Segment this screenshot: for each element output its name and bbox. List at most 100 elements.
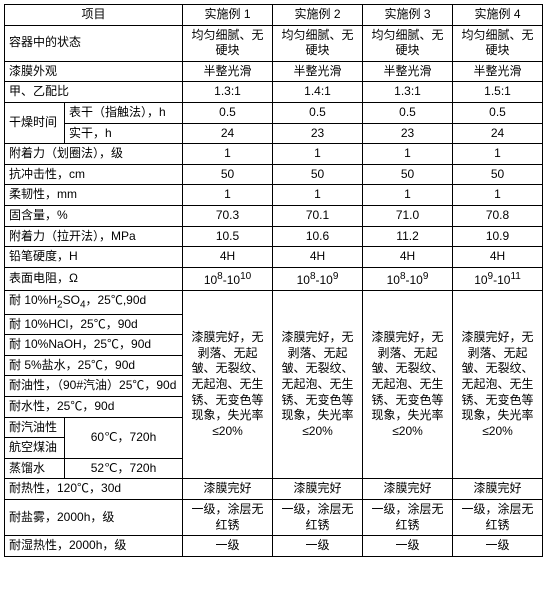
v3: 4H: [363, 247, 453, 268]
v1: 1: [183, 185, 273, 206]
label: 抗冲击性，cm: [5, 164, 183, 185]
v2: 均匀细腻、无硬块: [273, 25, 363, 61]
data-table: 项目 实施例 1 实施例 2 实施例 3 实施例 4 容器中的状态 均匀细腻、无…: [4, 4, 543, 557]
header-row: 项目 实施例 1 实施例 2 实施例 3 实施例 4: [5, 5, 543, 26]
cond: 60℃，720h: [65, 417, 183, 458]
v3: 1: [363, 185, 453, 206]
v1: 1: [183, 144, 273, 165]
v4: 均匀细腻、无硬块: [453, 25, 543, 61]
row-humid: 耐湿热性，2000h，级 一级 一级 一级 一级: [5, 536, 543, 557]
v4: 70.8: [453, 205, 543, 226]
label: 耐 10%HCl，25℃，90d: [5, 314, 183, 335]
v1: 半整光滑: [183, 61, 273, 82]
label: 干燥时间: [5, 102, 65, 143]
label: 耐油性，（90#汽油）25℃，90d: [5, 376, 183, 397]
v2: 1: [273, 144, 363, 165]
v3: 1: [363, 144, 453, 165]
v3: 漆膜完好: [363, 479, 453, 500]
row-film-appearance: 漆膜外观 半整光滑 半整光滑 半整光滑 半整光滑: [5, 61, 543, 82]
row-salt-spray: 耐盐雾，2000h，级 一级，涂层无红锈 一级，涂层无红锈 一级，涂层无红锈 一…: [5, 500, 543, 536]
row-impact: 抗冲击性，cm 50 50 50 50: [5, 164, 543, 185]
v2: 108-109: [273, 267, 363, 291]
row-dry-full: 实干，h 24 23 23 24: [5, 123, 543, 144]
v3: 11.2: [363, 226, 453, 247]
v1: 一级: [183, 536, 273, 557]
label: 耐水性，25℃，90d: [5, 397, 183, 418]
v3: 23: [363, 123, 453, 144]
row-container-state: 容器中的状态 均匀细腻、无硬块 均匀细腻、无硬块 均匀细腻、无硬块 均匀细腻、无…: [5, 25, 543, 61]
v4: 一级: [453, 536, 543, 557]
header-ex3: 实施例 3: [363, 5, 453, 26]
v2: 10.6: [273, 226, 363, 247]
label: 耐湿热性，2000h，级: [5, 536, 183, 557]
v3: 半整光滑: [363, 61, 453, 82]
v1: 10.5: [183, 226, 273, 247]
row-adhesion-pull: 附着力（拉开法），MPa 10.5 10.6 11.2 10.9: [5, 226, 543, 247]
v3: 一级: [363, 536, 453, 557]
row-solid: 固含量，% 70.3 70.1 71.0 70.8: [5, 205, 543, 226]
v4: 24: [453, 123, 543, 144]
v4: 4H: [453, 247, 543, 268]
v2: 50: [273, 164, 363, 185]
v4: 10.9: [453, 226, 543, 247]
v3: 均匀细腻、无硬块: [363, 25, 453, 61]
v2: 0.5: [273, 102, 363, 123]
v2: 半整光滑: [273, 61, 363, 82]
label: 耐 10%NaOH，25℃，90d: [5, 335, 183, 356]
label: 容器中的状态: [5, 25, 183, 61]
label: 附着力（拉开法），MPa: [5, 226, 183, 247]
v4: 50: [453, 164, 543, 185]
v4: 0.5: [453, 102, 543, 123]
v3: 50: [363, 164, 453, 185]
row-adhesion-scratch: 附着力（划圈法），级 1 1 1 1: [5, 144, 543, 165]
label: 附着力（划圈法），级: [5, 144, 183, 165]
label: 固含量，%: [5, 205, 183, 226]
v1: 50: [183, 164, 273, 185]
v1: 4H: [183, 247, 273, 268]
label: 漆膜外观: [5, 61, 183, 82]
v2: 一级: [273, 536, 363, 557]
v2: 一级，涂层无红锈: [273, 500, 363, 536]
row-surface-res: 表面电阻，Ω 108-1010 108-109 108-109 109-1011: [5, 267, 543, 291]
row-h2so4: 耐 10%H2SO4，25℃,90d 漆膜完好，无剥落、无起皱、无裂纹、无起泡、…: [5, 291, 543, 314]
v1: 24: [183, 123, 273, 144]
v1: 漆膜完好: [183, 479, 273, 500]
label: 耐 5%盐水，25℃，90d: [5, 355, 183, 376]
v4: 109-1011: [453, 267, 543, 291]
v1: 1.3:1: [183, 82, 273, 103]
v2: 4H: [273, 247, 363, 268]
chem-v2: 漆膜完好，无剥落、无起皱、无裂纹、无起泡、无生锈、无变色等现象，失光率 ≤20%: [273, 291, 363, 479]
v4: 1.5:1: [453, 82, 543, 103]
v3: 71.0: [363, 205, 453, 226]
label: 柔韧性，mm: [5, 185, 183, 206]
v1: 0.5: [183, 102, 273, 123]
label: 耐热性，120℃，30d: [5, 479, 183, 500]
label: 航空煤油: [5, 438, 65, 459]
label: 耐汽油性: [5, 417, 65, 438]
v1: 70.3: [183, 205, 273, 226]
v1: 一级，涂层无红锈: [183, 500, 273, 536]
header-ex1: 实施例 1: [183, 5, 273, 26]
row-dry-surface: 干燥时间 表干（指触法），h 0.5 0.5 0.5 0.5: [5, 102, 543, 123]
v2: 漆膜完好: [273, 479, 363, 500]
row-heat: 耐热性，120℃，30d 漆膜完好 漆膜完好 漆膜完好 漆膜完好: [5, 479, 543, 500]
v3: 1.3:1: [363, 82, 453, 103]
label: 表面电阻，Ω: [5, 267, 183, 291]
surface-label: 表干（指触法），h: [65, 102, 183, 123]
header-item: 项目: [5, 5, 183, 26]
label: 铅笔硬度，H: [5, 247, 183, 268]
v1: 108-1010: [183, 267, 273, 291]
header-ex4: 实施例 4: [453, 5, 543, 26]
chem-v1: 漆膜完好，无剥落、无起皱、无裂纹、无起泡、无生锈、无变色等现象，失光率 ≤20%: [183, 291, 273, 479]
row-pencil: 铅笔硬度，H 4H 4H 4H 4H: [5, 247, 543, 268]
label: 甲、乙配比: [5, 82, 183, 103]
chem-v3: 漆膜完好，无剥落、无起皱、无裂纹、无起泡、无生锈、无变色等现象，失光率 ≤20%: [363, 291, 453, 479]
label: 蒸馏水: [5, 458, 65, 479]
cond: 52℃，720h: [65, 458, 183, 479]
v3: 108-109: [363, 267, 453, 291]
label: 耐 10%H2SO4，25℃,90d: [5, 291, 183, 314]
row-ratio: 甲、乙配比 1.3:1 1.4:1 1.3:1 1.5:1: [5, 82, 543, 103]
row-flex: 柔韧性，mm 1 1 1 1: [5, 185, 543, 206]
v2: 23: [273, 123, 363, 144]
label: 耐盐雾，2000h，级: [5, 500, 183, 536]
